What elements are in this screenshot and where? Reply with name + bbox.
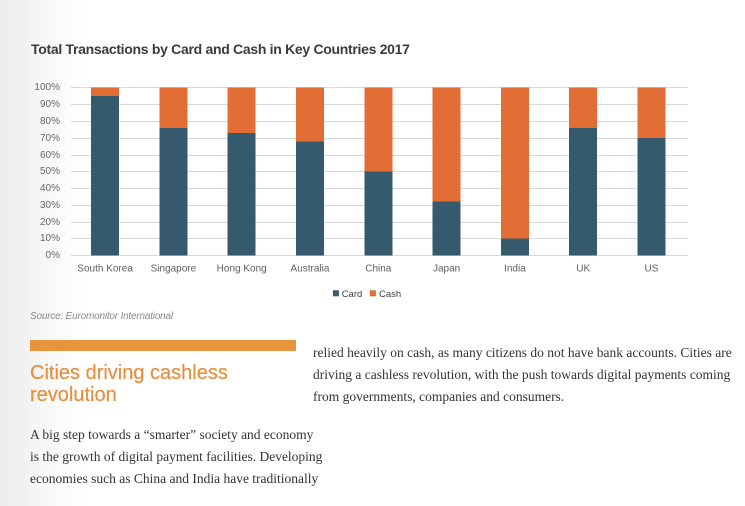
svg-text:UK: UK <box>576 264 590 275</box>
svg-text:Japan: Japan <box>433 264 460 275</box>
svg-text:90%: 90% <box>40 99 60 110</box>
svg-text:30%: 30% <box>40 200 60 211</box>
svg-text:Card: Card <box>342 289 363 300</box>
svg-text:Hong Kong: Hong Kong <box>217 264 267 275</box>
svg-text:Australia: Australia <box>291 264 330 275</box>
svg-text:20%: 20% <box>40 217 60 228</box>
svg-text:10%: 10% <box>40 233 60 244</box>
svg-text:India: India <box>504 264 526 275</box>
svg-text:60%: 60% <box>40 150 60 161</box>
svg-text:China: China <box>365 264 392 275</box>
svg-text:Cash: Cash <box>379 289 401 300</box>
svg-text:US: US <box>645 264 659 275</box>
svg-text:80%: 80% <box>40 116 60 127</box>
svg-text:70%: 70% <box>40 133 60 144</box>
svg-text:0%: 0% <box>46 250 61 261</box>
svg-text:50%: 50% <box>40 166 60 177</box>
svg-text:South Korea: South Korea <box>77 264 133 275</box>
svg-text:40%: 40% <box>40 183 60 194</box>
svg-text:Singapore: Singapore <box>151 264 197 275</box>
svg-text:100%: 100% <box>34 82 60 93</box>
